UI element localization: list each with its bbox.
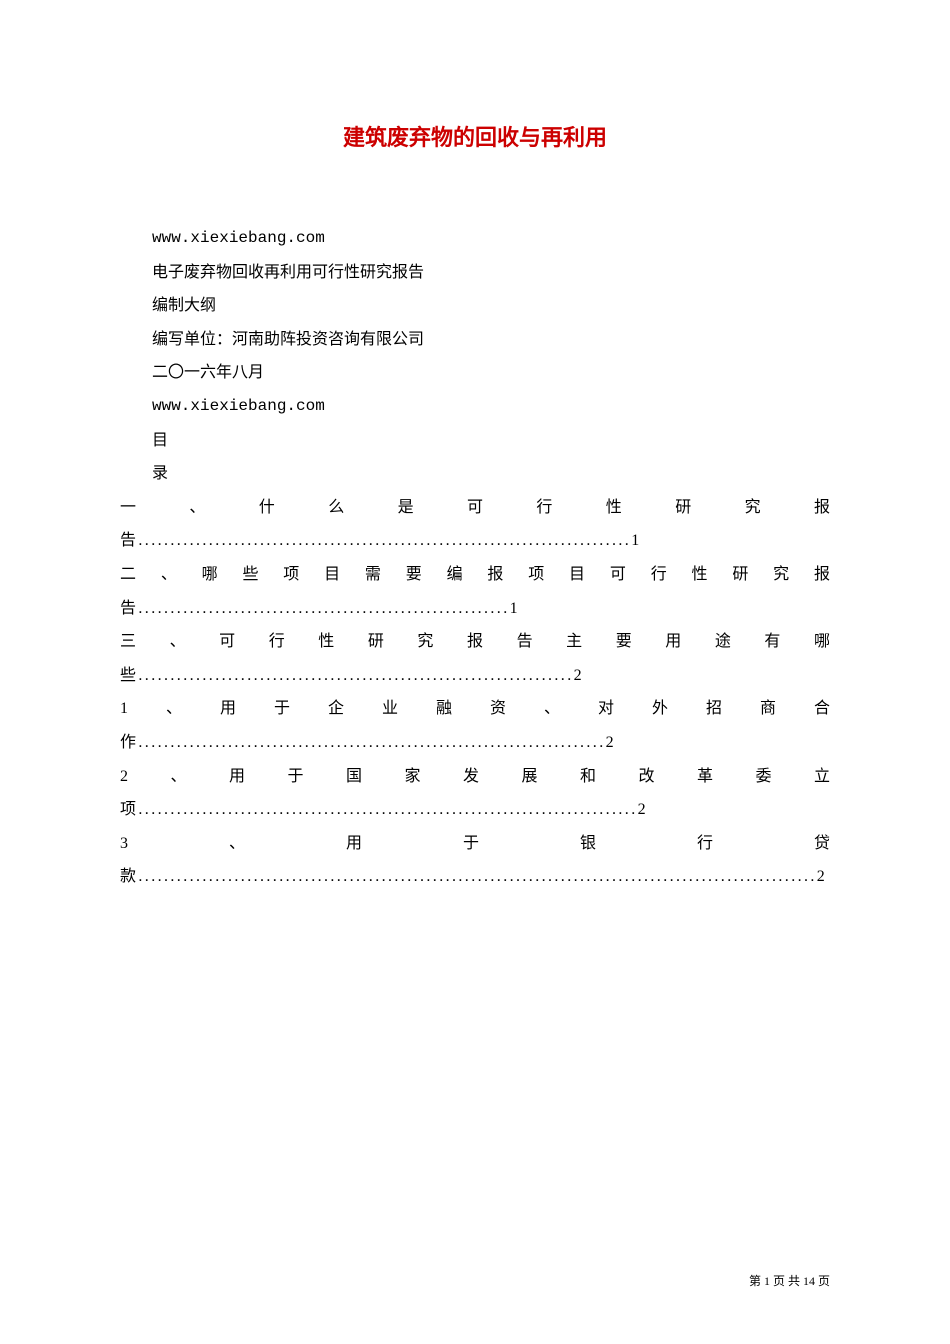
lu-char: 录 (120, 457, 830, 491)
footer-suffix: 页 (818, 1274, 830, 1288)
footer-mid: 页 共 (773, 1274, 800, 1288)
toc-entry-4-cont: 作.......................................… (120, 726, 830, 760)
subtitle-outline: 编制大纲 (120, 289, 830, 323)
url-line-1: www.xiexiebang.com (120, 222, 830, 256)
toc-entry-2-cont: 告.......................................… (120, 592, 830, 626)
author-org: 编写单位：河南助阵投资咨询有限公司 (120, 323, 830, 357)
toc-entry-3-cont: 些.......................................… (120, 659, 830, 693)
toc-entry-5-cont: 项.......................................… (120, 793, 830, 827)
document-page: 建筑废弃物的回收与再利用 www.xiexiebang.com 电子废弃物回收再… (0, 0, 950, 954)
date-line: 二〇一六年八月 (120, 356, 830, 390)
mu-char: 目 (120, 424, 830, 458)
toc-entry-6-cont: 款.......................................… (120, 860, 830, 894)
footer-current-page: 1 (764, 1274, 770, 1288)
toc-entry-6-first: 3、用于银行贷 (120, 827, 830, 861)
page-footer: 第 1 页 共 14 页 (749, 1272, 830, 1289)
toc-entry-1-first: 一、什么是可行性研究报 (120, 491, 830, 525)
toc-entry-2-first: 二、哪些项目需要编报项目可行性研究报 (120, 558, 830, 592)
toc-entry-3-first: 三、可行性研究报告主要用途有哪 (120, 625, 830, 659)
url-line-2: www.xiexiebang.com (120, 390, 830, 424)
footer-total-pages: 14 (803, 1274, 815, 1288)
page-title: 建筑废弃物的回收与再利用 (120, 120, 830, 152)
toc-entry-4-first: 1、用于企业融资、对外招商合 (120, 692, 830, 726)
toc-entry-1-cont: 告.......................................… (120, 524, 830, 558)
footer-prefix: 第 (749, 1274, 761, 1288)
toc-entry-5-first: 2、用于国家发展和改革委立 (120, 760, 830, 794)
report-title: 电子废弃物回收再利用可行性研究报告 (120, 256, 830, 290)
